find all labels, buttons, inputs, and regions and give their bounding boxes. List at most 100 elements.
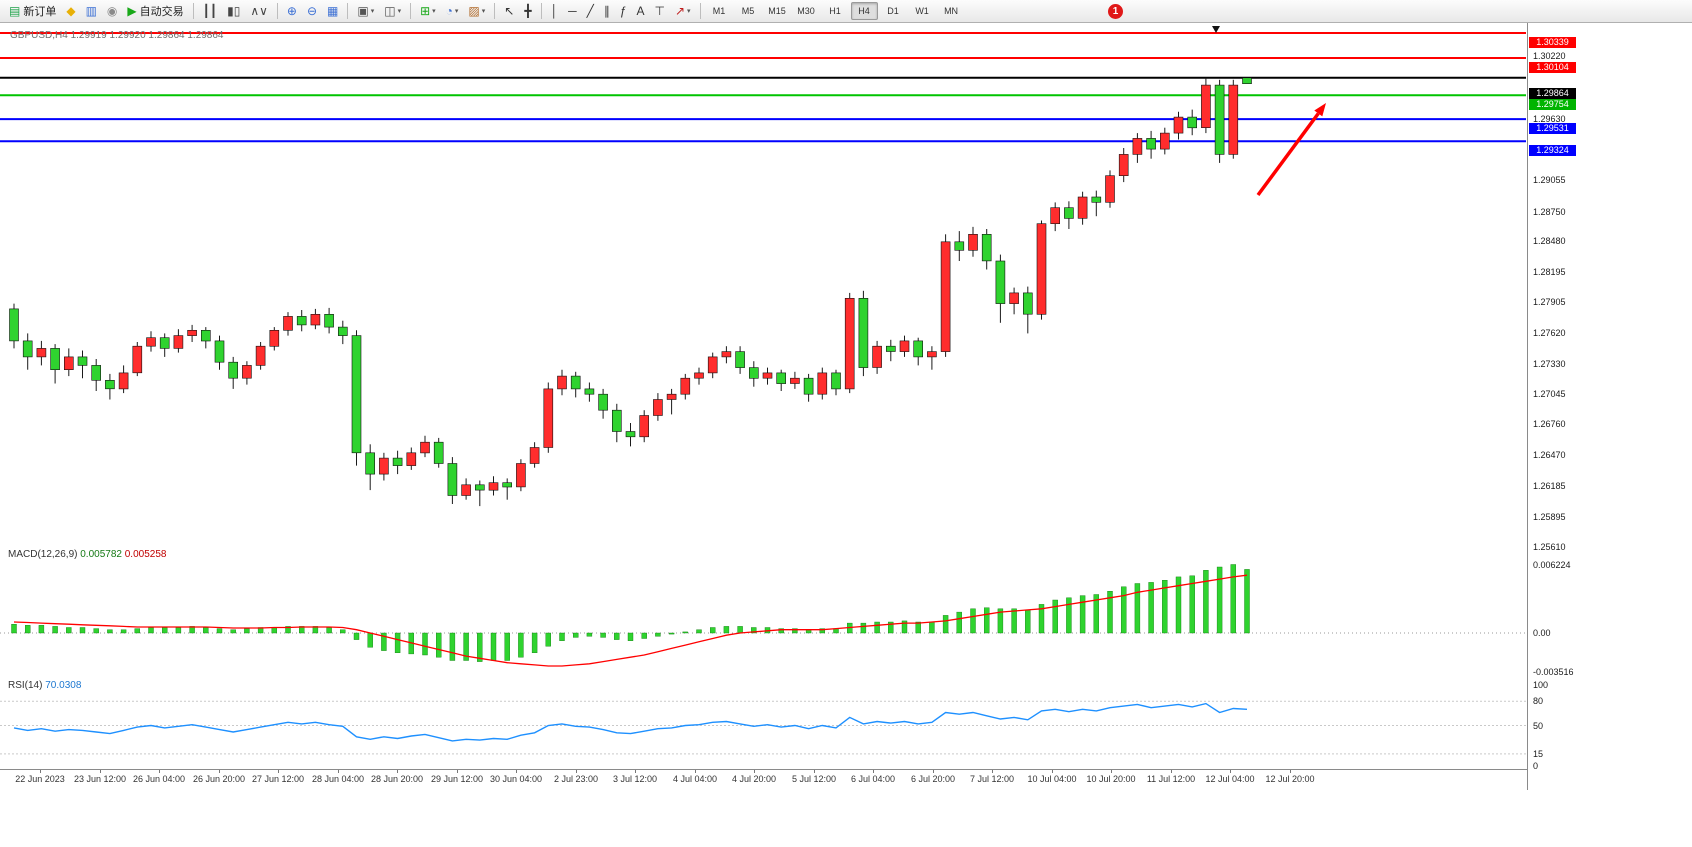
arrows-button[interactable]: ↗ ▾	[671, 1, 695, 22]
new-order-button-label: 新订单	[23, 6, 57, 18]
time-tick	[873, 770, 874, 773]
zoom-out-button[interactable]: ⊖	[303, 1, 321, 22]
rsi-scale-label: 15	[1533, 749, 1544, 759]
notification-badge[interactable]: 1	[1108, 4, 1123, 19]
price-scale-label: 1.27045	[1533, 389, 1566, 399]
toolbar-separator	[494, 3, 496, 19]
time-tick	[576, 770, 577, 773]
time-axis-label: 4 Jul 20:00	[731, 774, 777, 784]
timeframe-h4-button[interactable]: H4	[850, 2, 878, 20]
community-icon: ◉	[106, 4, 118, 18]
candles	[9, 77, 1252, 507]
time-tick	[397, 770, 398, 773]
time-tick	[219, 770, 220, 773]
new-order-button[interactable]: ▤ 新订单	[5, 1, 60, 22]
macd-scale-label: 0.006224	[1533, 560, 1571, 570]
zoom-out-icon: ⊖	[306, 4, 318, 18]
time-marker-icon[interactable]	[1212, 26, 1220, 33]
arrows-icon: ↗	[674, 4, 686, 18]
timeframe-mn-button[interactable]: MN	[944, 6, 959, 16]
time-axis[interactable]: 22 Jun 2023 23 Jun 12:00 26 Jun 04:00 26 Ju…	[0, 769, 1527, 791]
time-tick	[992, 770, 993, 773]
autotrading-button-label: 自动交易	[139, 6, 184, 18]
profiles-icon: ◫	[384, 4, 396, 18]
macd-scale-label: 0.00	[1533, 628, 1551, 638]
trendline-icon: ╱	[586, 4, 594, 18]
price-chart[interactable]	[0, 23, 1527, 546]
time-axis-label: 5 Jul 12:00	[791, 774, 837, 784]
time-tick	[1171, 770, 1172, 773]
templates-icon: ▨	[468, 4, 480, 18]
macd-name: MACD(12,26,9)	[8, 549, 78, 560]
rsi-panel[interactable]: RSI(14) 70.0308	[0, 677, 1527, 770]
price-scale-label: 1.28480	[1533, 236, 1566, 246]
toolbar-separator	[276, 3, 278, 19]
zoom-in-button[interactable]: ⊕	[283, 1, 301, 22]
timeframe-m30-button[interactable]: M30	[797, 6, 815, 16]
charts-button[interactable]: ▥	[82, 1, 101, 22]
crosshair-button[interactable]: ╋	[520, 1, 535, 22]
autotrading-button[interactable]: ▶ 自动交易	[123, 1, 187, 22]
annotation-arrow[interactable]	[1256, 103, 1326, 197]
trendline-button[interactable]: ╱	[583, 1, 598, 22]
templates-button[interactable]: ▨ ▾	[464, 1, 489, 22]
timeframe-m1-button[interactable]: M1	[712, 6, 726, 16]
label-icon: ⊤	[654, 4, 665, 18]
profiles-button[interactable]: ◫ ▾	[380, 1, 405, 22]
rsi-scale-label: 50	[1533, 721, 1544, 731]
toolbar-separator	[192, 3, 194, 19]
time-axis-label: 30 Jun 04:00	[489, 774, 543, 784]
time-tick	[933, 770, 934, 773]
dropdown-arrow-icon: ▾	[432, 8, 436, 15]
timeframe-w1-button[interactable]: W1	[915, 6, 929, 16]
new-chart-button[interactable]: ▣ ▾	[353, 1, 378, 22]
text-button[interactable]: A	[633, 1, 649, 22]
fibonacci-button[interactable]: ƒ	[616, 1, 631, 22]
horizontal-line-icon: ─	[568, 4, 577, 18]
main-chart-panel[interactable]: GBPUSD,H4 1.29919 1.29920 1.29864 1.2986…	[0, 23, 1527, 547]
price-tag: 1.30104	[1529, 62, 1576, 73]
time-tick	[1111, 770, 1112, 773]
macd-panel[interactable]: MACD(12,26,9) 0.005782 0.005258	[0, 546, 1527, 678]
macd-label: MACD(12,26,9) 0.005782 0.005258	[8, 549, 166, 560]
toolbar-separator	[699, 3, 701, 19]
metaeditor-button[interactable]: ◆	[62, 1, 79, 22]
dropdown-arrow-icon: ▾	[370, 8, 375, 15]
indicators-button[interactable]: ⊞ ▾	[416, 1, 440, 22]
bar-chart-button[interactable]: ┃┃	[199, 1, 221, 22]
label-button[interactable]: ⊤	[651, 1, 669, 22]
macd-chart[interactable]	[0, 546, 1527, 677]
timeframe-m15-button[interactable]: M15	[768, 6, 786, 16]
timeframe-m5-button[interactable]: M5	[741, 6, 755, 16]
timeframe-d1-button[interactable]: D1	[887, 6, 899, 16]
time-axis-label: 12 Jul 04:00	[1205, 774, 1255, 784]
cursor-button[interactable]: ↖	[500, 1, 518, 22]
community-button[interactable]: ◉	[103, 1, 121, 22]
tile-windows-button[interactable]: ▦	[323, 1, 342, 22]
price-scale-label: 1.27620	[1533, 328, 1566, 338]
price-scale-label: 1.30220	[1533, 51, 1566, 61]
price-scale-label: 1.27905	[1533, 297, 1566, 307]
toolbar: ▤ 新订单 ◆ ▥ ◉ ▶ 自动交易 ┃┃ ▮▯ ∧∨ ⊕ ⊖ ▦ ▣ ▾ ◫ ▾ ⊞ ▾ ◔ ▾ ▨ ▾ ↖ ╋ │ ─ ╱ ∥ ƒ A ⊤…	[0, 0, 1692, 23]
toolbar-buttons: ▤ 新订单 ◆ ▥ ◉ ▶ 自动交易 ┃┃ ▮▯ ∧∨ ⊕ ⊖ ▦ ▣ ▾ ◫ ▾ ⊞ ▾ ◔ ▾ ▨ ▾ ↖ ╋ │ ─ ╱ ∥ ƒ A ⊤…	[4, 0, 705, 22]
channel-button[interactable]: ∥	[600, 1, 614, 22]
toolbar-separator	[540, 3, 542, 19]
price-tag: 1.30339	[1529, 37, 1576, 48]
price-scale-label: 1.27330	[1533, 359, 1566, 369]
vertical-line-icon: │	[550, 4, 559, 18]
time-tick	[754, 770, 755, 773]
line-chart-button[interactable]: ∧∨	[246, 1, 272, 22]
timeframe-h1-button[interactable]: H1	[829, 6, 841, 16]
periods-button[interactable]: ◔ ▾	[442, 1, 463, 22]
horizontal-line-button[interactable]: ─	[564, 1, 581, 22]
metaeditor-icon: ◆	[66, 4, 76, 18]
price-scale-label: 1.25895	[1533, 512, 1566, 522]
periods-icon: ◔	[445, 4, 453, 18]
time-tick	[635, 770, 636, 773]
vertical-line-button[interactable]: │	[547, 1, 563, 22]
rsi-chart[interactable]	[0, 677, 1527, 769]
time-axis-label: 10 Jul 04:00	[1027, 774, 1077, 784]
time-tick	[159, 770, 160, 773]
candlestick-chart-button[interactable]: ▮▯	[223, 1, 244, 22]
price-scale[interactable]: 1.30220 1.29630 1.29055 1.28750 1.28480 1.281…	[1527, 23, 1692, 790]
